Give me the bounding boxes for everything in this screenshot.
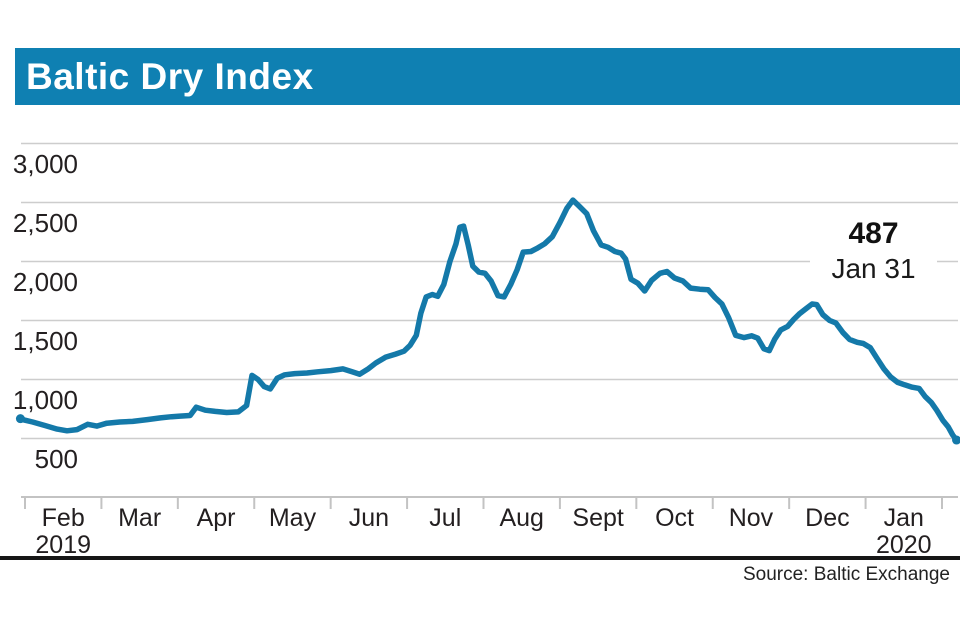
source-credit: Source: Baltic Exchange bbox=[742, 564, 950, 585]
last-value-annotation: 487 Jan 31 bbox=[810, 214, 937, 291]
x-axis-tick-label: Dec bbox=[805, 504, 850, 532]
annotation-value: 487 bbox=[848, 217, 899, 250]
y-axis-tick-label: 3,000 bbox=[12, 148, 78, 179]
y-axis-tick-label: 1,500 bbox=[12, 325, 78, 356]
x-axis-tick-label: Apr bbox=[196, 504, 236, 532]
x-axis-year-label: 2019 bbox=[35, 531, 92, 559]
x-axis-tick-label: Nov bbox=[728, 504, 774, 532]
annotation-date: Jan 31 bbox=[831, 253, 916, 284]
x-axis-tick-label: Sept bbox=[572, 504, 624, 532]
divider-rule bbox=[0, 556, 960, 560]
x-axis-tick-label: Jan bbox=[883, 504, 924, 532]
y-axis-tick-label: 1,000 bbox=[12, 384, 78, 415]
y-axis-tick-label: 500 bbox=[34, 443, 78, 474]
x-axis-tick-label: Aug bbox=[499, 504, 544, 532]
chart-title: Baltic Dry Index bbox=[26, 55, 314, 97]
x-axis-year-label: 2020 bbox=[875, 531, 932, 559]
x-axis-tick-label: May bbox=[268, 504, 317, 532]
x-axis-tick-label: Jul bbox=[429, 504, 462, 532]
x-axis-tick-label: Jun bbox=[348, 504, 390, 532]
y-axis-tick-label: 2,500 bbox=[12, 207, 78, 238]
x-axis-tick-label: Oct bbox=[655, 504, 694, 532]
x-axis-tick-label: Mar bbox=[118, 504, 162, 532]
chart-title-bar: Baltic Dry Index bbox=[15, 48, 960, 105]
y-axis-tick-label: 2,000 bbox=[12, 266, 78, 297]
x-axis-tick-label: Feb bbox=[41, 504, 85, 532]
